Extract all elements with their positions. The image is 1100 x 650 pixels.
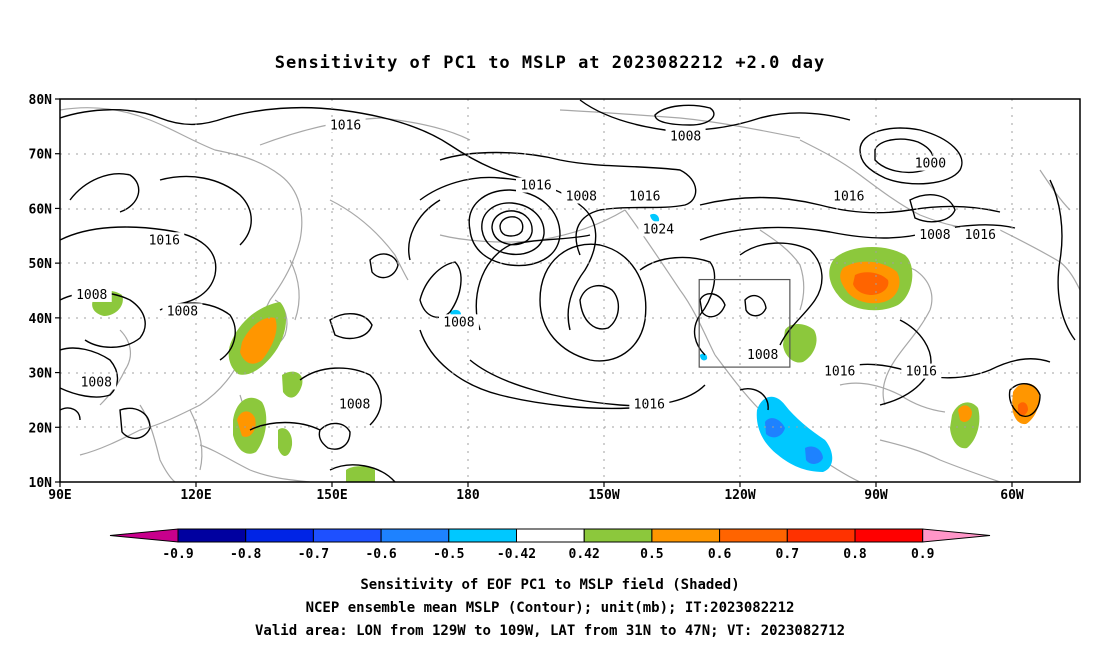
- caption-line-2: NCEP ensemble mean MSLP (Contour); unit(…: [306, 600, 795, 616]
- contour-label: 1008: [339, 397, 370, 412]
- contour-label-bg: [516, 177, 556, 193]
- lat-tick-label: 30N: [29, 367, 53, 382]
- contour-label-bg: [914, 226, 955, 242]
- colorbar-swatch: [651, 528, 721, 543]
- lon-tick-label: 120W: [724, 488, 755, 503]
- contour-label: 1016: [634, 397, 665, 412]
- contour-label: 1008: [566, 189, 597, 204]
- colorbar-swatch: [448, 528, 517, 543]
- contour-label: 1008: [747, 348, 778, 363]
- colorbar-swatch: [786, 528, 856, 543]
- lon-tick-label: 90E: [48, 488, 71, 503]
- contour-label: 1008: [670, 129, 701, 144]
- contour-label-bg: [76, 374, 117, 390]
- lat-tick-label: 20N: [29, 421, 53, 436]
- colorbar-swatch: [516, 528, 585, 543]
- colorbar-label: 0.42: [569, 547, 600, 562]
- contour-label-bg: [144, 232, 185, 248]
- contour-label-bg: [960, 226, 1001, 242]
- lon-tick-label: 150E: [316, 488, 347, 503]
- colorbar-swatch: [854, 528, 924, 543]
- contour-label: 1008: [81, 376, 112, 391]
- colorbar-swatch: [177, 528, 247, 543]
- colorbar-swatch: [245, 528, 314, 543]
- contour-label: 1016: [965, 228, 996, 243]
- lon-tick-label: 180: [456, 488, 480, 503]
- contour-label-bg: [325, 117, 366, 133]
- contour-label: 1016: [906, 365, 937, 380]
- contour-label-bg: [828, 188, 869, 204]
- contour-label-bg: [665, 128, 706, 144]
- lon-tick-label: 150W: [588, 488, 619, 503]
- colorbar-label: 0.9: [911, 547, 934, 562]
- colorbar-label: -0.42: [497, 547, 536, 562]
- colorbar-label: 0.8: [843, 547, 867, 562]
- lat-tick-label: 80N: [29, 93, 53, 108]
- contour-label: 1016: [149, 233, 180, 248]
- contour-label: 1008: [167, 304, 198, 319]
- contour-label-bg: [438, 314, 479, 330]
- contour-label-bg: [561, 188, 602, 204]
- contour-label-bg: [742, 347, 783, 363]
- contour-label: 1016: [833, 189, 864, 204]
- caption-line-3: Valid area: LON from 129W to 109W, LAT f…: [255, 623, 845, 639]
- longitude-axis: 90E 120E 150E 180 150W 120W 90W 60W: [48, 482, 1024, 503]
- colorbar: -0.9 -0.8 -0.7 -0.6 -0.5 -0.42 0.42 0.5 0.6 0.7 0.…: [109, 528, 991, 562]
- contour-label-bg: [910, 155, 951, 171]
- contour-label-bg: [629, 396, 670, 412]
- lat-tick-label: 50N: [29, 257, 53, 272]
- mslp-contours: [60, 99, 1076, 482]
- colorbar-label: -0.5: [433, 547, 464, 562]
- colorbar-label: 0.7: [776, 547, 799, 562]
- contour-label-bg: [638, 221, 679, 237]
- map-panel: 1016 1008 1000 1016 1008 1016 1016 1024 1008 1016…: [29, 93, 1081, 503]
- contour-label: 1016: [330, 118, 361, 133]
- valid-area-box: [698, 278, 791, 368]
- colorbar-label: -0.9: [162, 547, 193, 562]
- colorbar-label: 0.6: [708, 547, 732, 562]
- figure-title: Sensitivity of PC1 to MSLP at 2023082212…: [275, 53, 826, 73]
- colorbar-low-extend: [109, 528, 179, 543]
- lat-tick-label: 70N: [29, 148, 53, 163]
- contour-label: 1016: [520, 179, 551, 194]
- lon-tick-label: 60W: [1000, 488, 1024, 503]
- map-frame: [59, 98, 1081, 483]
- lat-tick-label: 60N: [29, 202, 53, 217]
- colorbar-swatch: [719, 528, 788, 543]
- contour-label-bg: [334, 396, 375, 412]
- contour-label: 1008: [76, 288, 107, 303]
- colorbar-label: -0.6: [365, 547, 396, 562]
- colorbar-swatch: [583, 528, 653, 543]
- contour-label: 1016: [629, 189, 660, 204]
- contour-label: 1000: [915, 157, 946, 172]
- colorbar-label: -0.7: [298, 547, 329, 562]
- colorbar-high-extend: [922, 528, 991, 543]
- contour-label-bg: [624, 188, 665, 204]
- sensitivity-shading: [92, 213, 1040, 482]
- colorbar-label: -0.8: [230, 547, 261, 562]
- lon-tick-label: 90W: [864, 488, 888, 503]
- contour-label: 1016: [824, 365, 855, 380]
- latitude-axis: 80N 70N 60N 50N 40N 30N 20N 10N: [29, 93, 60, 491]
- contour-label-bg: [901, 363, 942, 379]
- contour-label-bg: [819, 363, 860, 379]
- contour-label-bg: [162, 303, 203, 319]
- lat-tick-label: 10N: [29, 476, 53, 491]
- caption-line-1: Sensitivity of EOF PC1 to MSLP field (Sh…: [360, 577, 739, 593]
- contour-label: 1008: [443, 315, 474, 330]
- lon-tick-label: 120E: [180, 488, 211, 503]
- colorbar-swatch: [312, 528, 382, 543]
- contour-label: 1024: [643, 222, 674, 237]
- colorbar-swatch: [380, 528, 450, 543]
- contour-label-bg: [71, 286, 112, 302]
- contour-label: 1008: [919, 228, 950, 243]
- contour-labels: 1016 1008 1000 1016 1008 1016 1016 1024 1008 1016…: [71, 117, 1001, 412]
- lat-tick-label: 40N: [29, 312, 53, 327]
- colorbar-label: 0.5: [640, 547, 663, 562]
